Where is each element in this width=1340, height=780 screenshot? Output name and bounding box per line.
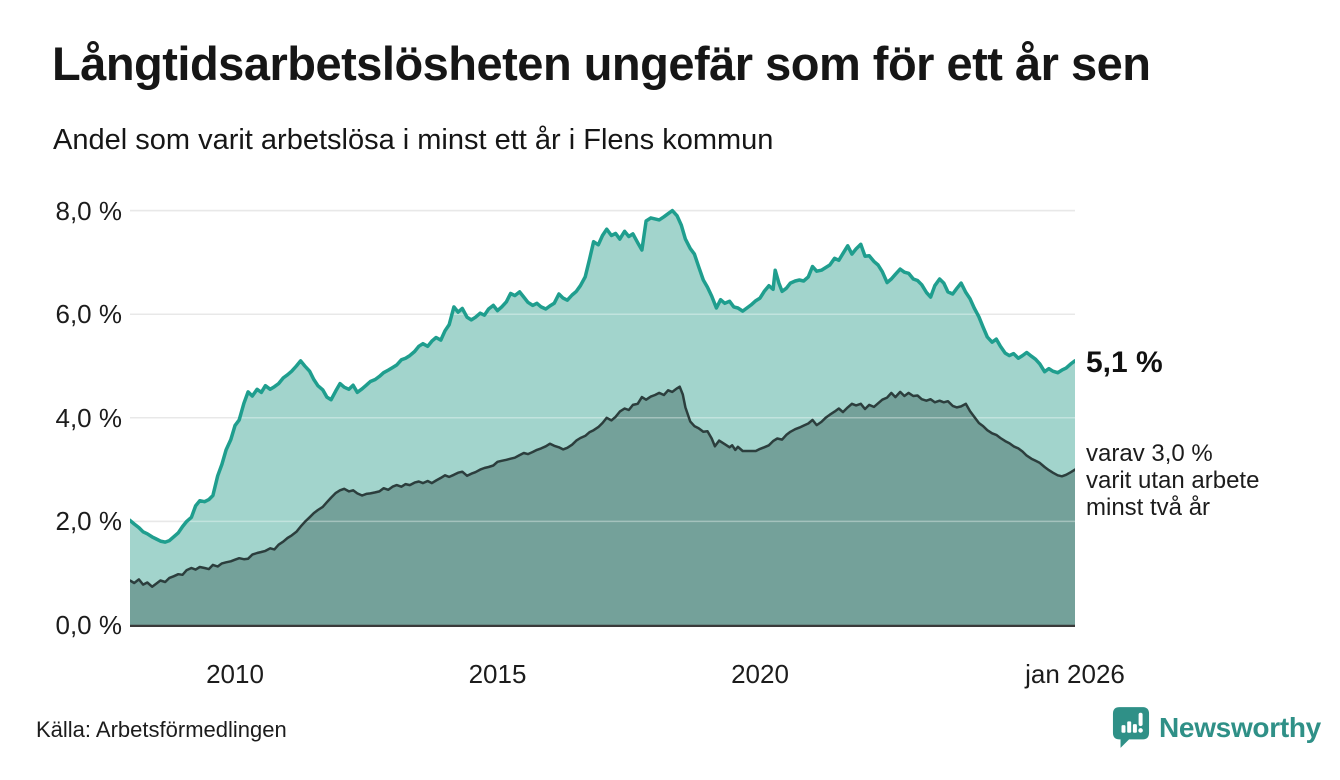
chart-subtitle: Andel som varit arbetslösa i minst ett å… (53, 124, 774, 156)
y-tick-label: 0,0 % (55, 610, 123, 640)
series1-end-value-label: 5,1 % (1086, 346, 1163, 379)
x-tick-label: jan 2026 (1025, 659, 1125, 689)
y-tick-label: 6,0 % (55, 299, 123, 330)
y-tick-label: 2,0 % (55, 506, 123, 537)
newsworthy-logo: Newsworthy (1112, 706, 1321, 749)
chart-canvas (130, 208, 1075, 627)
series2-annotation: varav 3,0 % varit utan arbete minst två … (1086, 440, 1259, 521)
y-tick-label: 8,0 % (55, 195, 123, 226)
x-tick-label: 2015 (468, 659, 527, 689)
source-text: Källa: Arbetsförmedlingen (36, 717, 287, 742)
brand-wordmark: Newsworthy (1159, 711, 1321, 743)
y-tick-label: 4,0 % (55, 402, 123, 433)
series2-annotation-line2: varit utan arbete (1086, 467, 1260, 494)
speech-bubble-chart-icon (1112, 707, 1150, 748)
x-tick-label: 2020 (731, 659, 789, 689)
series2-annotation-line3: minst två år (1086, 494, 1211, 521)
x-tick-label: 2010 (206, 659, 264, 689)
page-title: Långtidsarbetslösheten ungefär som för e… (52, 37, 1151, 90)
series2-annotation-line1: varav 3,0 % (1086, 440, 1213, 467)
